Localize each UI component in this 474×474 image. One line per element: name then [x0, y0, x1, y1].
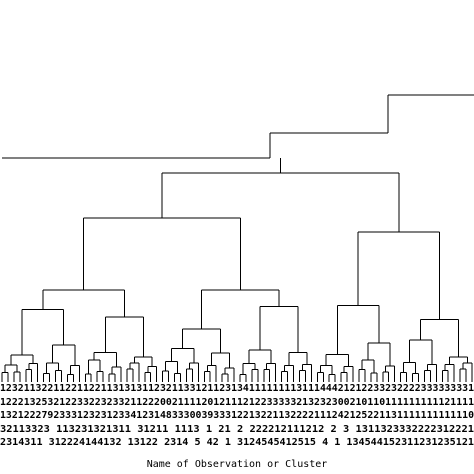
- leaf-label-row-2: 1222132532122332232332112220021111201211…: [0, 397, 474, 408]
- leaf-label-row-5: 2314311 312224144132 13122 2314 5 42 1 3…: [0, 437, 474, 448]
- leaf-labels: 1232113221122112211313131123211331211231…: [0, 383, 474, 448]
- leaf-label-row-1: 1232113221122112211313131123211331211231…: [0, 383, 474, 394]
- x-axis-label: Name of Observation or Cluster: [147, 459, 328, 470]
- leaf-label-row-4: 32113323 113231321311 31211 1113 1 21 2 …: [0, 424, 474, 435]
- dendrogram-tree: [1, 94, 474, 382]
- leaf-label-row-3: 1321222792333123231233412314833300393331…: [0, 410, 474, 421]
